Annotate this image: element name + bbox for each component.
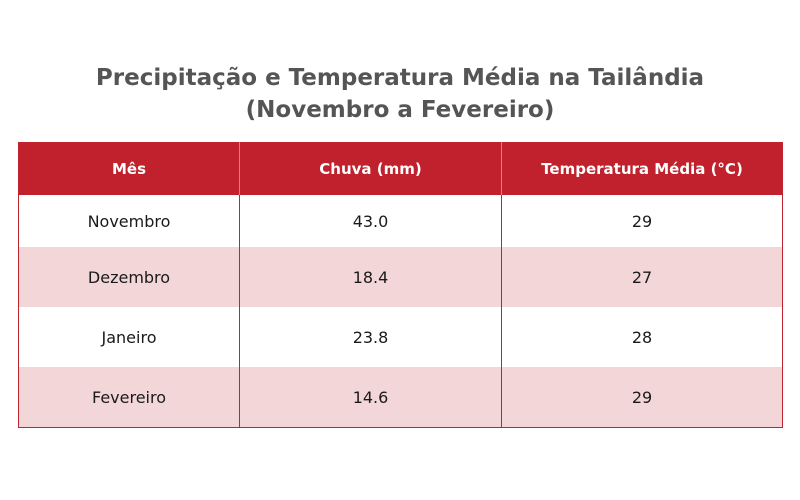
table-row: Fevereiro 14.6 29 [18,367,783,428]
table-row: Janeiro 23.8 28 [18,307,783,367]
table-title: Precipitação e Temperatura Média na Tail… [0,62,800,126]
table-row: Novembro 43.0 29 [18,195,783,247]
cell-month: Fevereiro [18,367,240,428]
cell-temperature: 29 [501,367,783,428]
climate-table: Mês Chuva (mm) Temperatura Média (°C) No… [18,142,783,428]
cell-month: Janeiro [18,307,240,367]
cell-rain: 14.6 [239,367,502,428]
column-header-rain: Chuva (mm) [239,142,502,195]
cell-month: Dezembro [18,247,240,307]
table-row: Dezembro 18.4 27 [18,247,783,307]
cell-temperature: 28 [501,307,783,367]
cell-rain: 43.0 [239,195,502,247]
cell-rain: 23.8 [239,307,502,367]
cell-temperature: 27 [501,247,783,307]
column-header-month: Mês [18,142,240,195]
column-header-temperature: Temperatura Média (°C) [501,142,783,195]
table-body: Novembro 43.0 29 Dezembro 18.4 27 Janeir… [18,195,783,428]
cell-temperature: 29 [501,195,783,247]
title-line-2: (Novembro a Fevereiro) [245,97,555,123]
cell-rain: 18.4 [239,247,502,307]
header-row: Mês Chuva (mm) Temperatura Média (°C) [18,142,783,195]
table-header: Mês Chuva (mm) Temperatura Média (°C) [18,142,783,195]
title-line-1: Precipitação e Temperatura Média na Tail… [95,65,705,91]
cell-month: Novembro [18,195,240,247]
